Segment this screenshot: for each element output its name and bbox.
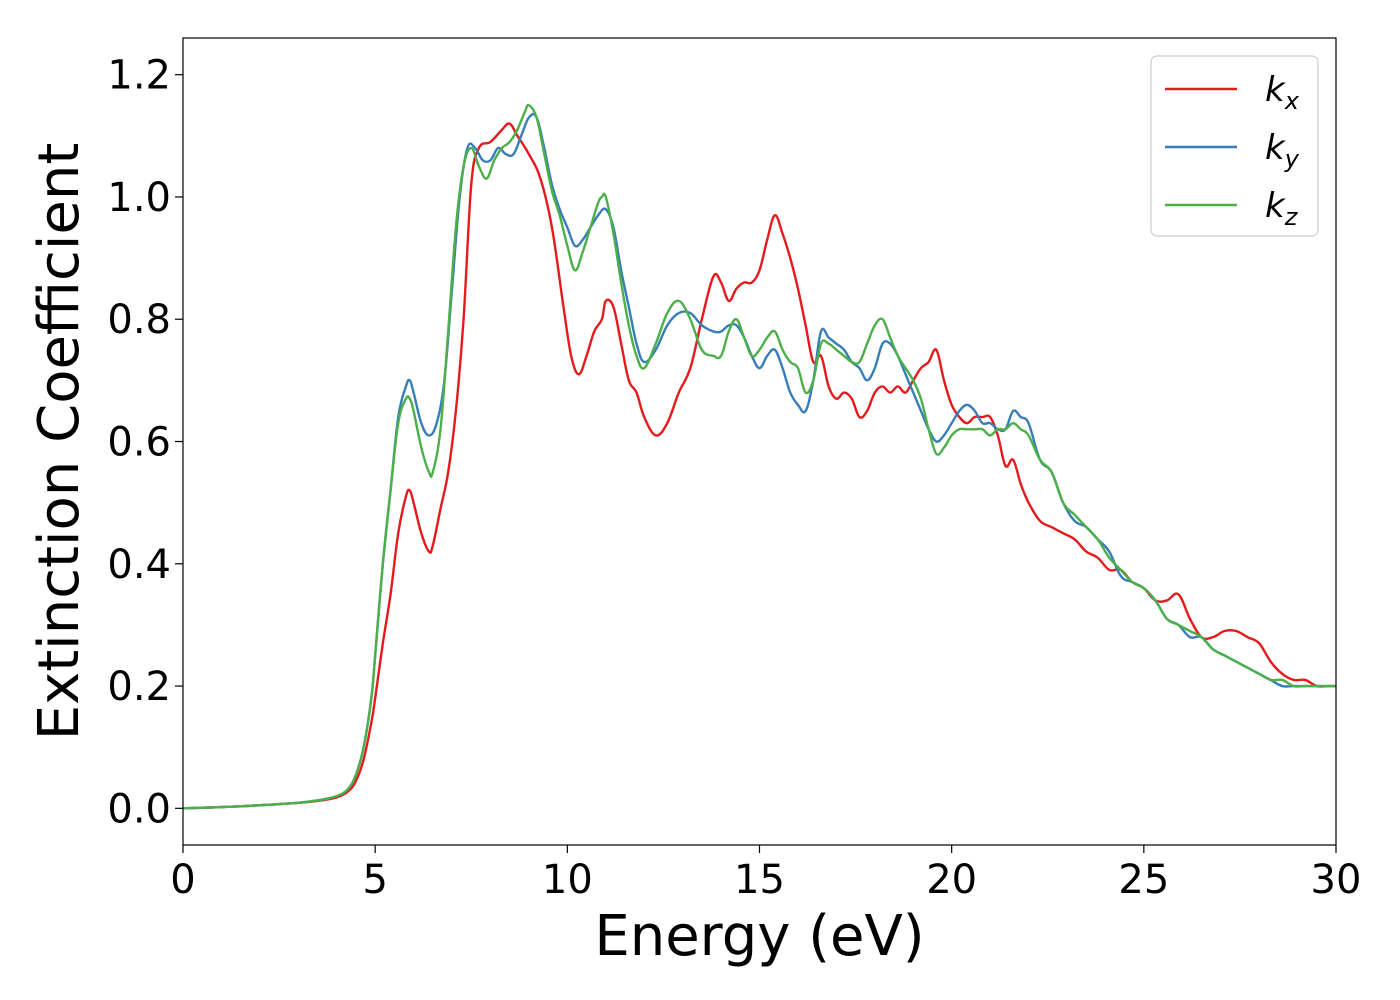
x-axis-label: Energy (eV) <box>594 904 924 969</box>
legend: kx ky kz <box>1150 55 1319 237</box>
series-kx-line <box>183 122 1336 810</box>
y-tick-label: 0.6 <box>107 420 171 466</box>
y-tick-label: 0.2 <box>107 664 171 710</box>
legend-label: ky <box>1265 128 1300 173</box>
x-tick-label: 10 <box>542 857 593 903</box>
x-tick-label: 30 <box>1311 857 1362 903</box>
x-tick-label: 0 <box>170 857 195 903</box>
series-layer <box>183 103 1336 810</box>
x-tick-label: 25 <box>1118 857 1169 903</box>
y-tick-label: 0.8 <box>107 297 171 343</box>
y-axis: 0.0 0.2 0.4 0.6 0.8 1.0 1.2 <box>107 53 183 832</box>
legend-entry-series-kz: kz <box>1165 186 1299 231</box>
y-tick-label: 0.0 <box>107 786 171 832</box>
y-tick-label: 0.4 <box>107 542 171 588</box>
legend-label: kz <box>1265 186 1299 231</box>
y-tick-label: 1.2 <box>107 53 171 99</box>
legend-label: kx <box>1265 70 1300 115</box>
series-kz-line <box>183 103 1336 810</box>
x-tick-label: 15 <box>734 857 785 903</box>
y-axis-label: Extinction Coefficient <box>27 143 92 741</box>
x-tick-label: 5 <box>362 857 387 903</box>
x-tick-label: 20 <box>926 857 977 903</box>
legend-entry-series-ky: ky <box>1165 128 1300 173</box>
y-tick-label: 1.0 <box>107 175 171 221</box>
legend-entry-series-kx: kx <box>1165 70 1300 115</box>
x-axis: 0 5 10 15 20 25 30 <box>170 845 1361 903</box>
